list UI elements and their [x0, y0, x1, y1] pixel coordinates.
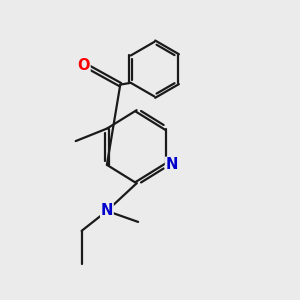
Text: N: N [166, 158, 178, 172]
Text: N: N [101, 203, 113, 218]
Text: O: O [77, 58, 90, 74]
